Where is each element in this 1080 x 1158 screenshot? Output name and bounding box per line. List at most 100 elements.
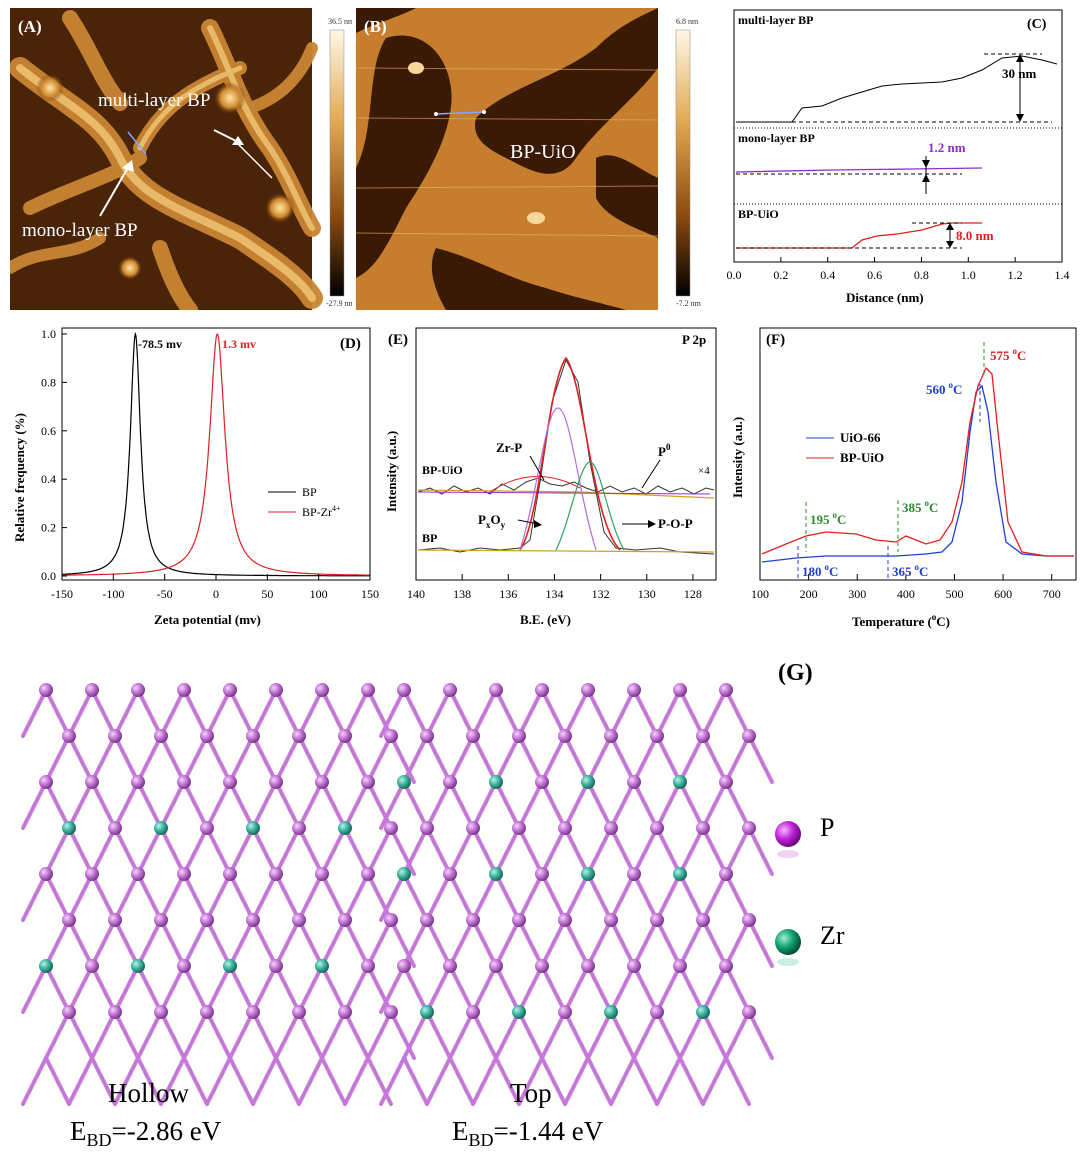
- legend-p-ball: [775, 821, 801, 847]
- panel-e-pxoy-peak: [519, 407, 597, 551]
- panel-e-xtick-label: 138: [453, 587, 471, 601]
- panel-d-ytick-label: 0.0: [41, 569, 56, 583]
- p-atom: [466, 1005, 480, 1019]
- hollow-title: Hollow: [108, 1078, 190, 1108]
- panel-b-label: (B): [364, 17, 387, 36]
- p-atom: [696, 729, 710, 743]
- panel-f-label: (F): [766, 332, 785, 348]
- panel-d-bp-curve: [62, 331, 370, 577]
- p-atom: [154, 729, 168, 743]
- zr-atom: [604, 1005, 618, 1019]
- panel-c-bpuio-line: [736, 222, 982, 249]
- panel-c-xtick-label: 0.0: [727, 268, 742, 282]
- p-atom: [131, 867, 145, 881]
- zr-atom: [39, 959, 53, 973]
- panel-f-peak-575: 575 oC: [990, 346, 1026, 363]
- p-atom: [108, 729, 122, 743]
- panel-b: (B) BP-UiO 6.8 nm -7.2 nm: [355, 8, 702, 310]
- panel-a-label: (A): [18, 17, 42, 36]
- p-atom: [292, 913, 306, 927]
- p-atom: [558, 729, 572, 743]
- p-atom: [361, 867, 375, 881]
- panel-d-label: (D): [340, 336, 361, 352]
- panel-f-peak-365: 365 oC: [892, 562, 928, 579]
- p-atom: [85, 867, 99, 881]
- p-atom: [443, 775, 457, 789]
- panel-a-scale-min: -27.9 nm: [326, 299, 352, 308]
- panel-g-structures: (G) P Zr Hollow EBD=-2.86 eV Top EBD=-1.…: [21, 660, 845, 1150]
- panel-d-xtick-label: 100: [310, 587, 328, 601]
- panel-e-xtick-label: 140: [407, 587, 425, 601]
- p-atom: [361, 775, 375, 789]
- panel-e-bpuio-fit: [417, 491, 711, 495]
- p-atom: [627, 683, 641, 697]
- zr-atom: [154, 821, 168, 835]
- panel-f-uio-curve: [761, 384, 1074, 563]
- p-atom: [466, 729, 480, 743]
- p-atom: [177, 683, 191, 697]
- p-atom: [742, 821, 756, 835]
- p-atom: [558, 1005, 572, 1019]
- p-atom: [696, 913, 710, 927]
- p-atom: [223, 867, 237, 881]
- p-atom: [535, 683, 549, 697]
- p-atom: [466, 821, 480, 835]
- p-atom: [604, 913, 618, 927]
- panel-a-multi-annotation: multi-layer BP: [98, 90, 210, 111]
- p-atom: [535, 867, 549, 881]
- panel-e-bpuio-zrp-peak: [489, 475, 581, 493]
- p-atom: [85, 683, 99, 697]
- p-atom: [361, 683, 375, 697]
- panel-g: (G) P Zr Hollow EBD=-2.86 eV Top EBD=-1.…: [0, 650, 1080, 1153]
- p-atom: [650, 821, 664, 835]
- p-atom: [535, 775, 549, 789]
- panel-f-xtick-label: 200: [800, 587, 818, 601]
- p-atom: [39, 867, 53, 881]
- legend-zr-label: Zr: [820, 921, 845, 950]
- panel-c-multi-label: multi-layer BP: [738, 13, 813, 27]
- panel-f-xtick-label: 700: [1043, 587, 1061, 601]
- panel-e-bp-envelope: [519, 356, 621, 551]
- panel-e-bpuio-spectrum: [417, 477, 715, 495]
- panel-d-xtick-label: -50: [157, 587, 173, 601]
- panel-e-xtick-label: 134: [545, 587, 563, 601]
- panel-c-mono-label: mono-layer BP: [738, 131, 815, 145]
- panel-c-bpuio-label: BP-UiO: [738, 207, 779, 221]
- p-atom: [627, 959, 641, 973]
- p-atom: [62, 1005, 76, 1019]
- panel-e-x4-label: ×4: [698, 465, 710, 477]
- hollow-ebd: EBD=-2.86 eV: [70, 1116, 222, 1150]
- panel-d-x-axis: -150 -100 -50 0 50 100 150: [51, 574, 379, 601]
- p-atom: [512, 821, 526, 835]
- panel-d-xtick-label: 150: [361, 587, 379, 601]
- legend-p-label: P: [820, 813, 834, 842]
- panel-c-xtick-label: 0.6: [867, 268, 882, 282]
- panel-d-ytick-label: 1.0: [41, 327, 56, 341]
- p-atom: [673, 959, 687, 973]
- panel-e-xlabel: B.E. (eV): [520, 612, 571, 627]
- p-atom: [315, 775, 329, 789]
- p-atom: [581, 959, 595, 973]
- panel-d-chart: -150 -100 -50 0 50 100 150 0.00.20.40.60.81.0 …: [12, 327, 379, 627]
- p-atom: [696, 821, 710, 835]
- panel-e-label: (E): [388, 332, 408, 348]
- p-atom: [742, 913, 756, 927]
- panel-f-xtick-label: 300: [848, 587, 866, 601]
- panel-c-xtick-label: 1.2: [1008, 268, 1023, 282]
- p-atom: [177, 775, 191, 789]
- panel-f-peak-195: 195 oC: [810, 510, 846, 527]
- panel-e-pxoy-label: PxOy: [478, 512, 506, 530]
- p-atom: [466, 913, 480, 927]
- panel-d-peak-bpzr: 1.3 mv: [222, 337, 256, 351]
- p-atom: [420, 913, 434, 927]
- panel-e-xtick-label: 136: [499, 587, 517, 601]
- top-title: Top: [510, 1078, 552, 1108]
- panel-e-frame: [415, 327, 717, 581]
- p-atom: [223, 775, 237, 789]
- panel-e-bp-spectrum: [417, 358, 715, 555]
- p-atom: [292, 1005, 306, 1019]
- zr-atom: [223, 959, 237, 973]
- p-atom: [269, 959, 283, 973]
- p-atom: [361, 959, 375, 973]
- p-atom: [338, 1005, 352, 1019]
